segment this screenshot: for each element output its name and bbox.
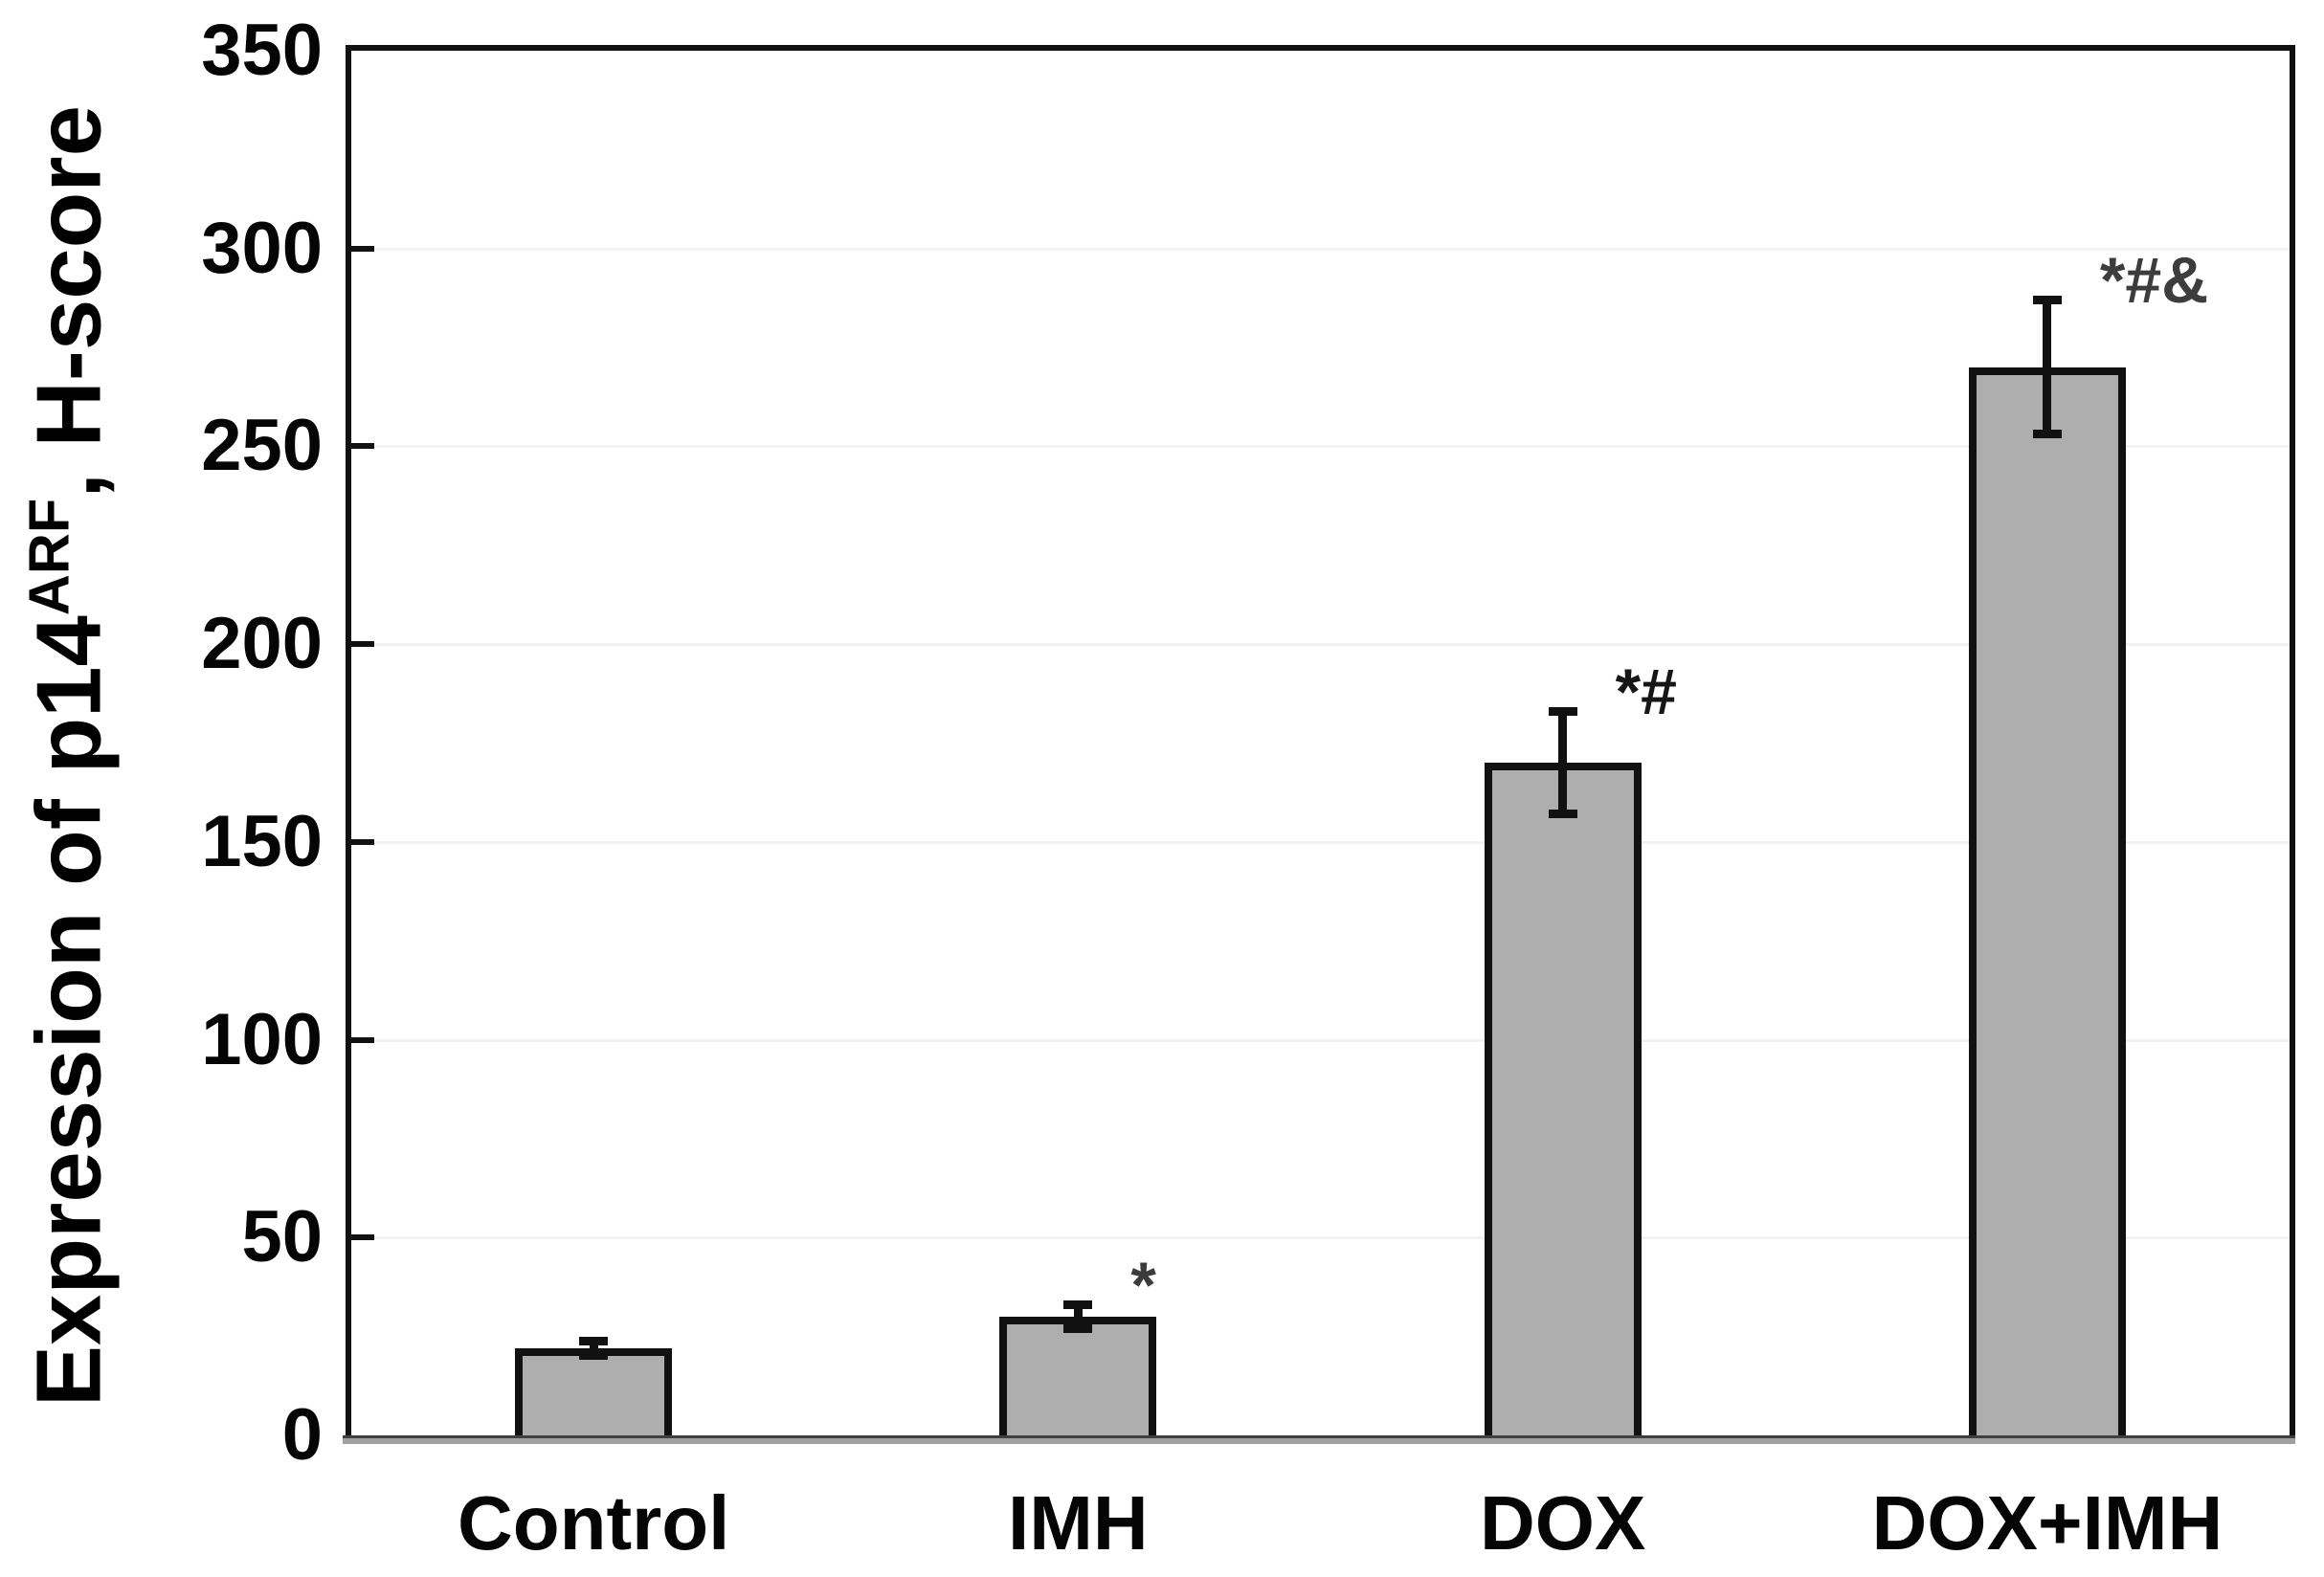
x-axis-category-label: Control (457, 1480, 730, 1566)
y-axis-tick-label: 0 (281, 1394, 323, 1476)
error-bar-cap-bottom (579, 1351, 609, 1361)
bar-dox-imh (1968, 366, 2126, 1435)
error-bar-cap-top (1063, 1300, 1093, 1310)
y-axis-tick (351, 245, 374, 252)
significance-annotation: *# (1615, 655, 1677, 729)
error-bar-cap-bottom (1548, 810, 1577, 819)
error-bar-cap-bottom (2032, 430, 2062, 439)
error-bar-cap-bottom (1063, 1323, 1093, 1333)
y-axis-tick-label: 100 (201, 998, 323, 1080)
y-axis-tick-label: 350 (201, 10, 323, 91)
y-axis-tick (351, 838, 374, 845)
significance-annotation: *#& (2099, 244, 2209, 318)
gridline (351, 1038, 2290, 1042)
y-axis-tick-label: 150 (201, 800, 323, 882)
gridline (351, 1236, 2290, 1240)
y-axis-title-suffix: , H-score (17, 104, 121, 499)
y-axis-tick-label: 300 (201, 207, 323, 289)
error-bar (2043, 296, 2052, 439)
y-axis-title-prefix: Expression of p14 (17, 615, 121, 1408)
error-bar (1558, 707, 1568, 819)
y-axis-tick-label: 250 (201, 405, 323, 487)
gridline (351, 247, 2290, 251)
y-axis-tick (351, 1036, 374, 1043)
error-bar-cap-top (2032, 296, 2062, 305)
gridline (351, 445, 2290, 449)
y-axis-tick (351, 1234, 374, 1241)
bar-control (515, 1348, 673, 1435)
x-axis-category-label: DOX (1479, 1480, 1646, 1566)
error-bar (589, 1336, 598, 1361)
x-axis-category-label: DOX+IMH (1871, 1480, 2223, 1566)
gridline (351, 840, 2290, 844)
x-axis-line (343, 1435, 2295, 1444)
y-axis-tick (351, 641, 374, 648)
y-axis-title-superscript: ARF (16, 498, 81, 616)
error-bar-cap-top (1548, 707, 1577, 717)
error-bar-cap-top (579, 1336, 609, 1345)
bar-imh (999, 1316, 1157, 1435)
y-axis-tick (351, 443, 374, 450)
bar-dox (1484, 763, 1642, 1435)
x-axis-category-label: IMH (1008, 1480, 1149, 1566)
error-bar (1073, 1300, 1083, 1333)
gridline (351, 643, 2290, 647)
y-axis-tick-label: 50 (241, 1196, 323, 1278)
y-axis-title: Expression of p14ARF, H-score (16, 105, 123, 1407)
y-axis-tick-label: 200 (201, 603, 323, 685)
significance-annotation: * (1130, 1249, 1156, 1322)
